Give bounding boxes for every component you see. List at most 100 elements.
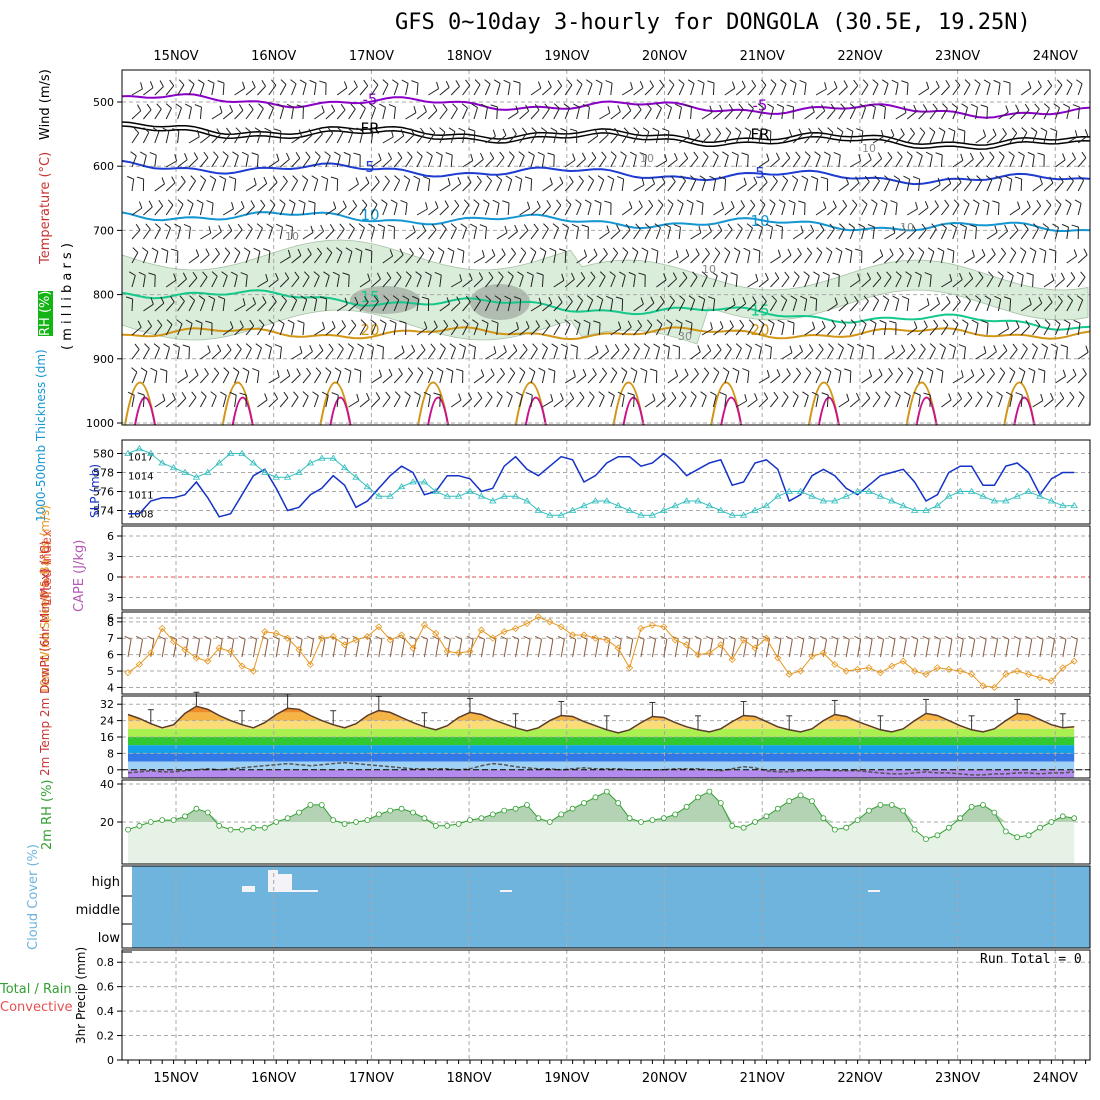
wind-barb-flag xyxy=(420,343,426,351)
wind-barb-shaft xyxy=(177,278,187,288)
wind-barb xyxy=(838,223,845,240)
wind-barb-shaft xyxy=(177,107,182,120)
wind10m-marker xyxy=(683,641,691,649)
wind-barb xyxy=(493,79,501,96)
wind-barb xyxy=(587,368,597,384)
wind-barb-flag xyxy=(301,175,308,181)
wind-barb-shaft xyxy=(222,179,227,192)
bottom-date-label: 20NOV xyxy=(642,1071,687,1086)
wind-barb-flag xyxy=(882,295,889,301)
wind-barb-shaft xyxy=(177,323,183,336)
wind-barb xyxy=(291,152,301,168)
wind-barb-flag xyxy=(550,393,554,401)
wind-barb-flag xyxy=(992,128,997,136)
wind-barb-shaft xyxy=(325,110,336,120)
thickness-marker xyxy=(865,487,873,494)
wind-barb xyxy=(427,247,435,264)
wind-barb xyxy=(667,199,674,216)
wind-barb xyxy=(177,272,187,288)
wind-barb xyxy=(485,248,496,264)
wind-barb-shaft xyxy=(371,181,380,192)
wind-barb-flag xyxy=(434,201,439,208)
wind-barb-flag xyxy=(255,343,262,349)
wind-barb-shaft xyxy=(952,398,962,408)
wind-barb-flag xyxy=(538,367,546,372)
wind-barb xyxy=(405,225,416,240)
wind-barb-flag xyxy=(526,271,534,276)
wind-barb-shaft xyxy=(724,207,735,216)
wind-barb-shaft xyxy=(325,275,330,288)
wind-barb-shaft xyxy=(872,300,880,312)
wind-barb-flag xyxy=(753,248,760,252)
wind-barb-shaft xyxy=(849,160,861,168)
wind-barb xyxy=(172,343,180,360)
wind-barb-shaft xyxy=(302,351,313,360)
wind-barb-shaft xyxy=(200,157,209,168)
wind-barb-shaft xyxy=(336,275,340,288)
wind-barb-flag xyxy=(981,248,986,256)
slp-tick-label: 1011 xyxy=(128,491,153,502)
wind10m-marker xyxy=(158,624,166,632)
wind-barb-flag xyxy=(1046,199,1052,206)
bottom-date-label: 22NOV xyxy=(837,1071,882,1086)
wind-barb-shaft xyxy=(142,394,145,408)
thickness-marker xyxy=(443,492,451,499)
wind-barb-shaft xyxy=(800,639,805,658)
wind-barb-shaft xyxy=(268,84,277,96)
wind-barb-shaft xyxy=(849,182,860,192)
wind-barb-flag xyxy=(717,224,723,231)
wind-barb xyxy=(925,151,933,168)
wind-barb-shaft xyxy=(325,252,333,264)
wind-barb xyxy=(268,176,278,192)
wind-barb xyxy=(754,127,762,144)
wind-barb xyxy=(560,343,568,360)
wind-barb-flag xyxy=(560,392,564,400)
wind-barb-shaft xyxy=(724,178,727,192)
wind-barb-flag xyxy=(744,394,748,402)
wind-barb-shaft xyxy=(713,133,722,144)
wind-barb-flag xyxy=(952,319,959,325)
wind-barb-flag xyxy=(1026,272,1034,276)
thickness-marker xyxy=(979,492,987,499)
wind-barb-flag xyxy=(512,128,517,135)
wind-barb-shaft xyxy=(975,180,983,192)
wind-barb xyxy=(1009,224,1019,240)
wind-barb-flag xyxy=(609,271,616,277)
wind-barb-shaft xyxy=(633,371,638,384)
wind-barb xyxy=(370,199,378,216)
wind-barb-shaft xyxy=(332,639,337,658)
rh2m-marker xyxy=(170,817,177,823)
wind-barb xyxy=(1043,79,1053,96)
wind-barb xyxy=(997,151,1005,168)
wind-barb-flag xyxy=(724,247,731,253)
wind-barb-flag xyxy=(401,79,409,84)
wind-barb-flag xyxy=(513,344,518,351)
wind-barb-flag xyxy=(399,248,404,256)
wind-barb-flag xyxy=(400,129,405,136)
lifted-index-tick-label: 0 xyxy=(107,571,114,584)
wind-barb-shaft xyxy=(462,398,472,408)
wind-barb-flag xyxy=(185,319,193,324)
wind-barb-shaft xyxy=(325,395,329,408)
wind-barb xyxy=(1038,368,1046,384)
wind-barb xyxy=(713,343,722,360)
wind-barb-shaft xyxy=(131,155,137,168)
wind-barb xyxy=(804,151,811,168)
wind-barb-flag xyxy=(388,368,393,376)
wind-barb xyxy=(781,175,789,192)
wind-barb xyxy=(778,199,786,216)
wind-barb xyxy=(730,272,738,288)
slp-ylabel: SLP (mb) xyxy=(88,463,102,518)
wind-barb-flag xyxy=(157,319,163,326)
thickness-marker xyxy=(329,454,337,461)
wind-barb-shaft xyxy=(872,180,880,192)
wind-barb-shaft xyxy=(131,110,142,120)
wind-barb xyxy=(576,152,586,168)
wind-barb xyxy=(241,151,249,168)
wind-barb-shaft xyxy=(690,203,694,216)
wind-barb-shaft xyxy=(268,251,271,264)
wind-barb xyxy=(618,271,626,288)
rh2m-marker xyxy=(455,821,462,827)
wind-barb-shaft xyxy=(382,397,391,408)
wind-barb-shaft xyxy=(872,277,882,288)
